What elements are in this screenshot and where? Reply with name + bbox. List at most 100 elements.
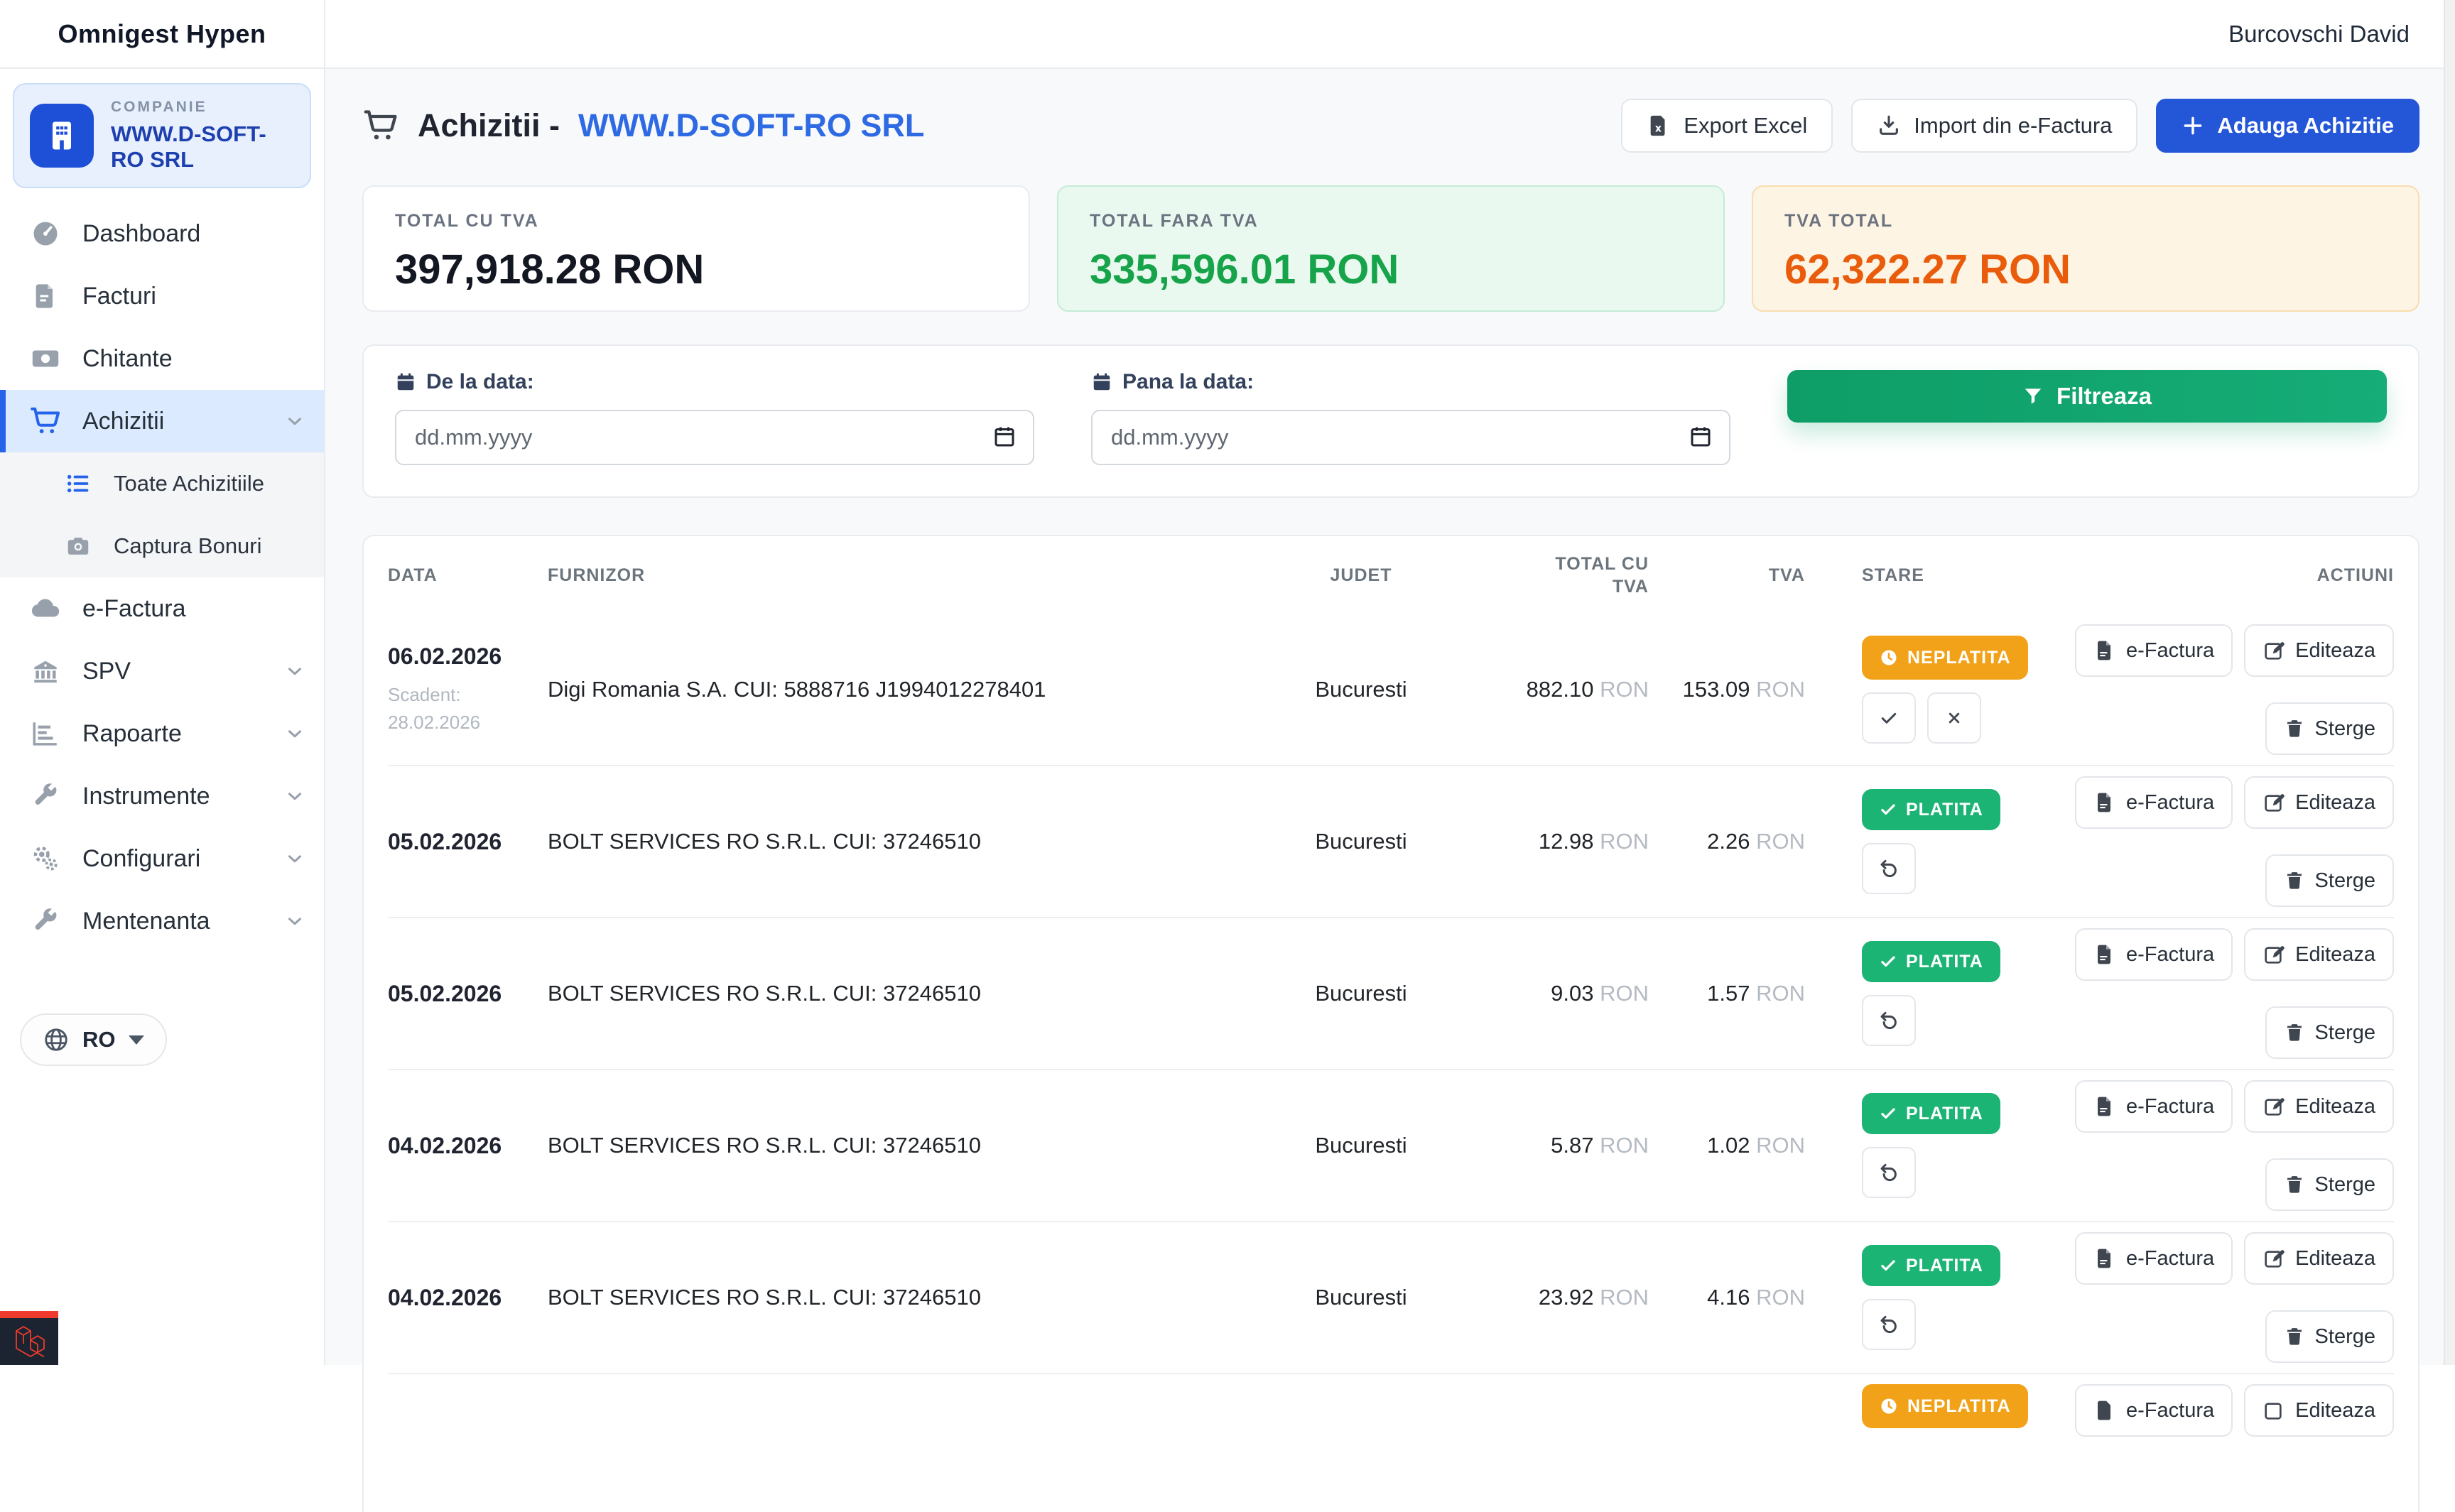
laravel-debugbar-toggle[interactable] xyxy=(0,1311,58,1365)
cell-tva: 1.02 RON xyxy=(1649,1133,1805,1158)
export-excel-button[interactable]: Export Excel xyxy=(1621,99,1833,153)
user-menu[interactable]: Burcovschi David xyxy=(2228,21,2410,48)
status-actions xyxy=(1862,995,2061,1046)
col-furnizor: FURNIZOR xyxy=(548,564,1244,587)
document-icon xyxy=(24,282,67,310)
sidebar-subitem-captura-bonuri[interactable]: Captura Bonuri xyxy=(0,515,324,577)
page-title-text: Achizitii - xyxy=(418,107,560,144)
cloud-icon xyxy=(24,592,67,625)
status-label: PLATITA xyxy=(1906,1256,1983,1276)
sidebar-item-achizitii[interactable]: Achizitii xyxy=(0,390,324,452)
pencil-square-icon xyxy=(2262,639,2285,662)
date-from-input[interactable] xyxy=(395,410,1034,465)
editeaza-button[interactable]: Editeaza xyxy=(2244,1080,2394,1133)
filter-button-label: Filtreaza xyxy=(2056,383,2152,410)
row-date: 06.02.2026 xyxy=(388,643,548,670)
page-scrollbar[interactable] xyxy=(2444,0,2455,1365)
sidebar-subitem-toate-achizitiile[interactable]: Toate Achizitiile xyxy=(0,452,324,515)
wrench-icon xyxy=(24,907,67,935)
cell-judet: Bucuresti xyxy=(1244,677,1478,702)
efactura-button[interactable]: e-Factura xyxy=(2075,928,2233,981)
cell-data: 06.02.2026 Scadent:28.02.2026 xyxy=(388,643,548,736)
card-total-cu-tva: TOTAL CU TVA 397,918.28 RON xyxy=(362,185,1030,312)
sidebar-header: Omnigest Hypen xyxy=(0,0,324,69)
chevron-down-icon xyxy=(284,910,305,932)
status-badge: NEPLATITA xyxy=(1862,636,2028,680)
sidebar-item-e-factura[interactable]: e-Factura xyxy=(0,577,324,640)
status-label: NEPLATITA xyxy=(1907,1396,2011,1417)
sidebar-item-chitante[interactable]: Chitante xyxy=(0,327,324,390)
editeaza-button[interactable]: Editeaza xyxy=(2244,776,2394,829)
date-to-input[interactable] xyxy=(1091,410,1730,465)
pencil-square-icon xyxy=(2262,1095,2285,1118)
card-label: TOTAL FARA TVA xyxy=(1090,211,1692,232)
sterge-button[interactable]: Sterge xyxy=(2265,1006,2394,1059)
banknote-icon xyxy=(24,342,67,375)
add-achizitie-button[interactable]: Adauga Achizitie xyxy=(2156,99,2419,153)
row-date: 04.02.2026 xyxy=(388,1285,548,1311)
sterge-button[interactable]: Sterge xyxy=(2265,702,2394,755)
efactura-button[interactable]: e-Factura xyxy=(2075,1232,2233,1285)
trash-icon xyxy=(2284,1326,2305,1347)
undo-payment-button[interactable] xyxy=(1862,995,1916,1046)
efactura-label: e-Factura xyxy=(2126,1399,2214,1423)
card-tva-total: TVA TOTAL 62,322.27 RON xyxy=(1752,185,2419,312)
sidebar-subitem-label: Toate Achizitiile xyxy=(114,471,264,496)
cell-furnizor: Digi Romania S.A. CUI: 5888716 J19940122… xyxy=(548,677,1244,702)
row-scadent: Scadent:28.02.2026 xyxy=(388,681,548,736)
efactura-button[interactable]: e-Factura xyxy=(2075,1080,2233,1133)
sidebar-item-instrumente[interactable]: Instrumente xyxy=(0,765,324,827)
sterge-button[interactable]: Sterge xyxy=(2265,1310,2394,1363)
editeaza-button[interactable]: Editeaza xyxy=(2244,624,2394,677)
import-efactura-button[interactable]: Import din e-Factura xyxy=(1851,99,2137,153)
cancel-button[interactable] xyxy=(1927,692,1981,744)
summary-cards: TOTAL CU TVA 397,918.28 RON TOTAL FARA T… xyxy=(362,185,2419,312)
page-title: Achizitii - WWW.D-SOFT-RO SRL xyxy=(362,107,924,144)
add-achizitie-label: Adauga Achizitie xyxy=(2217,113,2394,138)
building-icon xyxy=(30,104,94,168)
company-selector[interactable]: COMPANIE WWW.D-SOFT-RO SRL xyxy=(13,83,311,188)
cell-actions: e-Factura Editeaza Sterge xyxy=(2061,1080,2394,1211)
sidebar-item-configurari[interactable]: Configurari xyxy=(0,827,324,890)
date-picker-icon[interactable] xyxy=(1688,424,1713,450)
cell-judet: Bucuresti xyxy=(1244,829,1478,854)
table-row: 05.02.2026 BOLT SERVICES RO S.R.L. CUI: … xyxy=(388,917,2394,1069)
date-picker-icon[interactable] xyxy=(992,424,1017,450)
efactura-button[interactable]: e-Factura xyxy=(2075,624,2233,677)
editeaza-label: Editeaza xyxy=(2295,943,2375,967)
undo-payment-button[interactable] xyxy=(1862,1147,1916,1198)
cell-furnizor: BOLT SERVICES RO S.R.L. CUI: 37246510 xyxy=(548,829,1244,854)
sidebar-item-rapoarte[interactable]: Rapoarte xyxy=(0,702,324,765)
editeaza-button[interactable]: Editeaza xyxy=(2244,1384,2394,1437)
pdf-file-icon xyxy=(2093,639,2116,662)
row-date: 05.02.2026 xyxy=(388,981,548,1007)
table-row: 06.02.2026 Scadent:28.02.2026 Digi Roman… xyxy=(388,614,2394,765)
efactura-button[interactable]: e-Factura xyxy=(2075,1384,2233,1437)
undo-payment-button[interactable] xyxy=(1862,843,1916,894)
pdf-file-icon xyxy=(2093,1247,2116,1270)
card-label: TVA TOTAL xyxy=(1784,211,2387,232)
col-stare: STARE xyxy=(1805,564,2061,587)
undo-payment-button[interactable] xyxy=(1862,1299,1916,1350)
filter-actions: Filtreaza xyxy=(1787,370,2387,465)
sidebar-item-mentenanta[interactable]: Mentenanta xyxy=(0,890,324,952)
status-label: NEPLATITA xyxy=(1907,648,2011,668)
app-window: Omnigest Hypen COMPANIE WWW.D-SOFT-RO SR… xyxy=(0,0,2455,1365)
mark-paid-button[interactable] xyxy=(1862,692,1916,744)
plus-icon xyxy=(2182,114,2204,137)
language-selector[interactable]: RO xyxy=(20,1013,167,1066)
sidebar-item-spv[interactable]: SPV xyxy=(0,640,324,702)
editeaza-button[interactable]: Editeaza xyxy=(2244,928,2394,981)
filter-button[interactable]: Filtreaza xyxy=(1787,370,2387,423)
efactura-button[interactable]: e-Factura xyxy=(2075,776,2233,829)
cell-total: 23.92 RON xyxy=(1478,1285,1649,1310)
sterge-button[interactable]: Sterge xyxy=(2265,1158,2394,1211)
editeaza-button[interactable]: Editeaza xyxy=(2244,1232,2394,1285)
chevron-down-icon xyxy=(284,785,305,807)
col-data: DATA xyxy=(388,564,548,587)
date-to-wrap xyxy=(1091,410,1730,465)
sidebar-item-facturi[interactable]: Facturi xyxy=(0,265,324,327)
page-title-company: WWW.D-SOFT-RO SRL xyxy=(578,107,924,144)
sterge-button[interactable]: Sterge xyxy=(2265,854,2394,907)
sidebar-item-dashboard[interactable]: Dashboard xyxy=(0,202,324,265)
